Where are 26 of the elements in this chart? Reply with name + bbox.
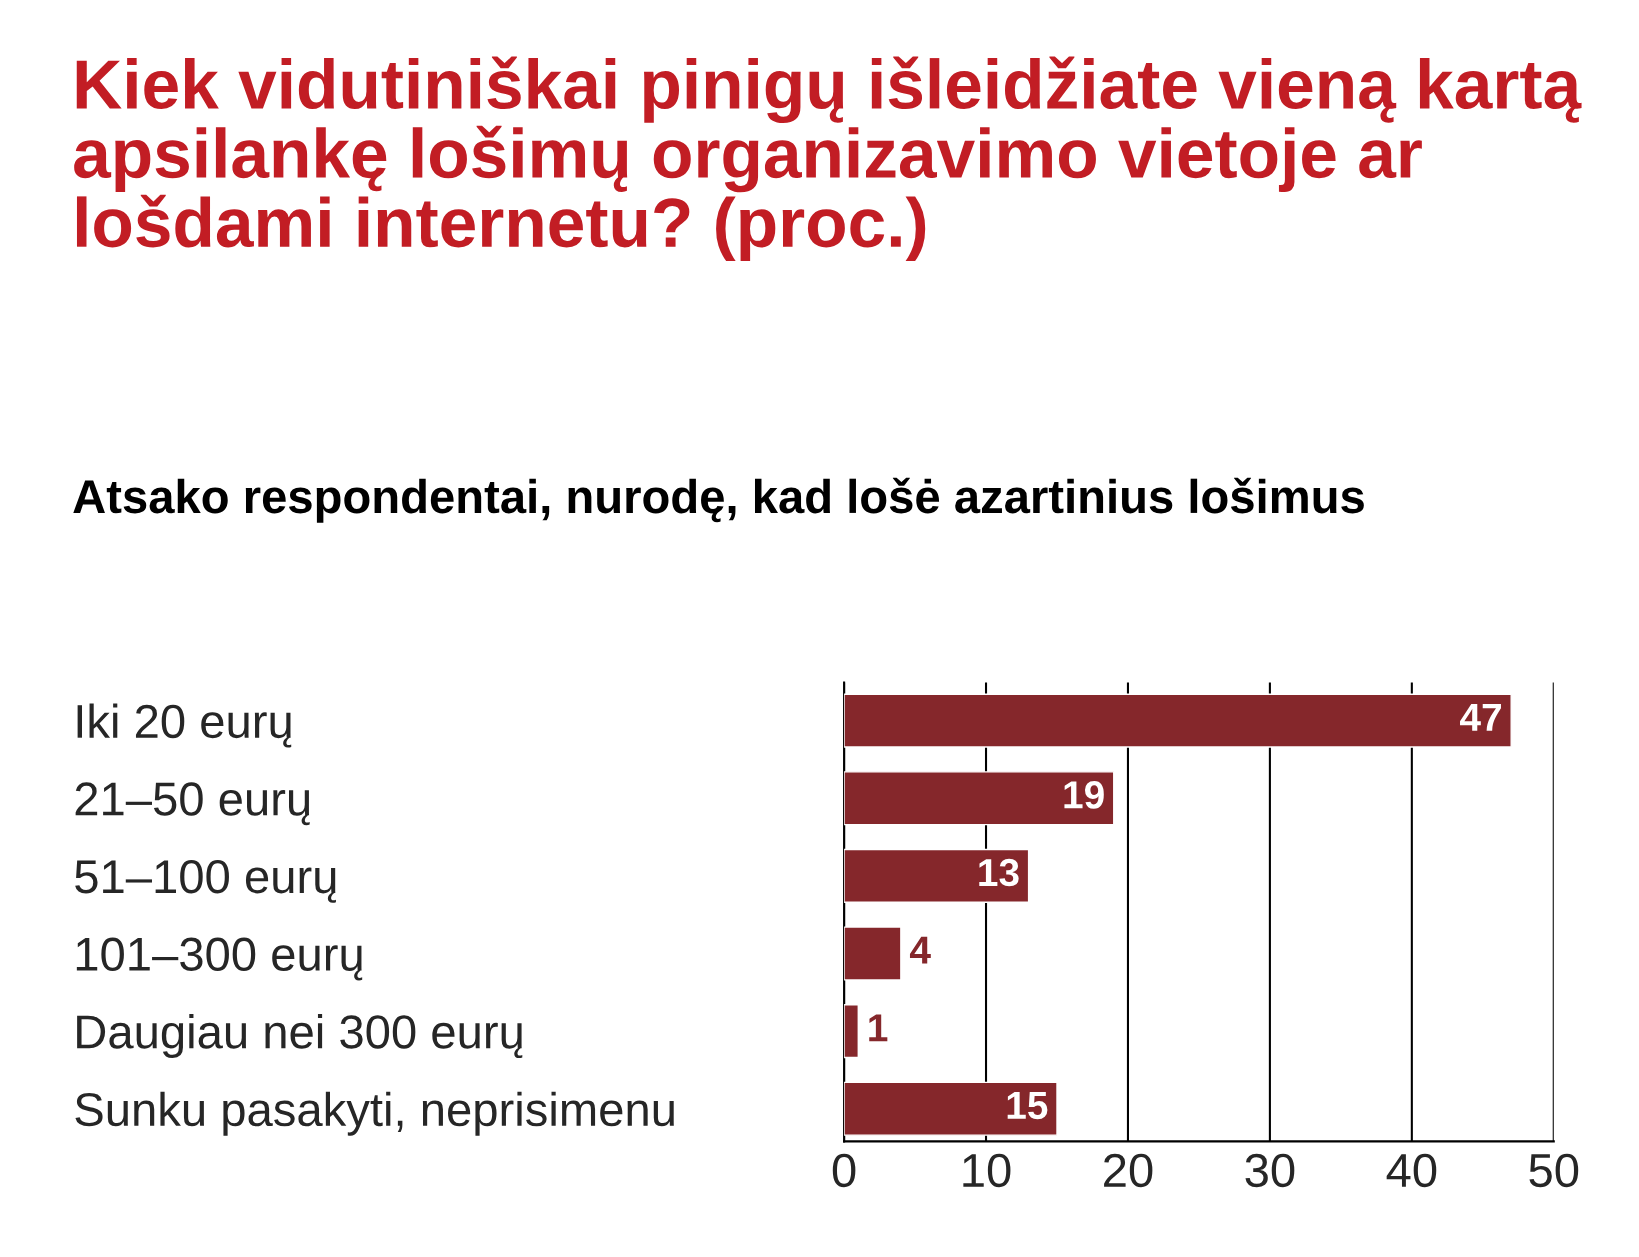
chart-title: Kiek vidutiniškai pinigų išleidžiate vieną kartą apsilankę lošimų organizavimo vietoje ar lošdami internetu? (proc.) — [74, 56, 1582, 262]
bar — [844, 1004, 859, 1059]
data-label: 4 — [909, 936, 931, 964]
data-label: 15 — [1007, 1092, 1048, 1120]
data-label: 13 — [979, 858, 1019, 887]
y-tick-label: 101–300 eurų — [76, 937, 363, 981]
bar — [844, 693, 1512, 748]
bar — [844, 926, 902, 981]
y-tick-label: Daugiau nei 300 eurų — [77, 1014, 523, 1059]
chart-subtitle: Atsako respondentai, nurodę, kad lošė azartinius lošimus — [73, 477, 1364, 523]
data-label: 1 — [869, 1014, 888, 1042]
x-tick-label: 0 — [832, 1153, 856, 1188]
y-tick-label: Iki 20 eurų — [77, 703, 292, 748]
data-label: 19 — [1064, 781, 1104, 809]
y-tick-label: 21–50 eurų — [75, 782, 310, 826]
bar — [844, 848, 1030, 903]
y-tick-label: Sunku pasakyti, neprisimenu — [75, 1091, 674, 1136]
x-tick-label: 10 — [963, 1153, 1011, 1188]
data-label: 47 — [1460, 703, 1501, 731]
x-tick-label: 30 — [1245, 1153, 1295, 1188]
bar — [844, 771, 1115, 826]
y-tick-label: 51–100 eurų — [75, 859, 336, 903]
bar — [844, 1081, 1058, 1136]
x-tick-label: 20 — [1104, 1153, 1153, 1188]
x-tick-label: 40 — [1386, 1153, 1437, 1188]
x-tick-label: 50 — [1529, 1153, 1579, 1188]
